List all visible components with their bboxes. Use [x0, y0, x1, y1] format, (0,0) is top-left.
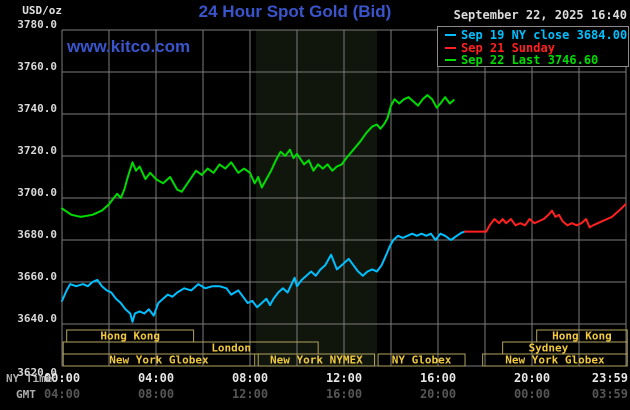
- ny-time-row-caption: NY Time: [6, 372, 53, 385]
- series-sep-19: [61, 230, 466, 323]
- y-tick-label: 3760.0: [17, 60, 57, 73]
- session-label: New York NYMEX: [270, 354, 363, 367]
- session-label: New York Globex: [109, 354, 209, 367]
- session-label: NY Globex: [392, 354, 452, 367]
- x-tick-gmt: 20:00: [419, 387, 457, 401]
- legend: Sep 19 NY close 3684.00 Sep 21 Sunday Sep …: [437, 26, 629, 67]
- legend-dash-icon: [445, 34, 456, 37]
- session-box: [257, 353, 376, 367]
- legend-item: Sep 22 Last 3746.60: [445, 53, 628, 68]
- legend-dash-icon: [445, 46, 456, 49]
- session-box: [62, 353, 256, 367]
- session-box: [377, 353, 466, 367]
- x-tick-gmt: 12:00: [231, 387, 269, 401]
- y-tick-label: 3640.0: [17, 312, 57, 325]
- x-tick-gmt: 00:00: [513, 387, 551, 401]
- x-tick-gmt: 04:00: [43, 387, 81, 401]
- y-axis-unit-label: USD/oz: [22, 4, 62, 17]
- legend-label: Sep 21 Sunday: [461, 40, 555, 55]
- y-tick-label: 3740.0: [17, 102, 57, 115]
- y-tick-label: 3680.0: [17, 228, 57, 241]
- session-label: Hong Kong: [552, 330, 612, 343]
- legend-dash-icon: [445, 59, 456, 62]
- kitco-watermark-link[interactable]: www.kitco.com: [67, 37, 191, 56]
- legend-label: Sep 22 Last 3746.60: [461, 53, 599, 68]
- session-label: Hong Kong: [100, 330, 160, 343]
- x-tick-ny-time: 00:00: [43, 371, 81, 385]
- y-tick-label: 3720.0: [17, 144, 57, 157]
- session-label: Sydney: [529, 342, 569, 355]
- series-sep-21: [464, 203, 627, 233]
- x-tick-ny-time: 08:00: [231, 371, 269, 385]
- x-tick-ny-time: 23:59: [591, 371, 628, 385]
- x-tick-ny-time: 20:00: [513, 371, 551, 385]
- x-tick-gmt: 16:00: [325, 387, 363, 401]
- series-sep-22: [61, 94, 455, 218]
- y-tick-label: 3780.0: [17, 18, 57, 31]
- x-tick-ny-time: 12:00: [325, 371, 363, 385]
- y-tick-label: 3660.0: [17, 270, 57, 283]
- legend-item: Sep 21 Sunday: [445, 40, 628, 55]
- x-tick-gmt: 08:00: [137, 387, 175, 401]
- legend-label: Sep 19 NY close 3684.00: [461, 28, 628, 43]
- session-label: London: [211, 342, 251, 355]
- y-tick-label: 3620.0: [17, 366, 57, 379]
- timestamp: September 22, 2025 16:40: [453, 8, 627, 22]
- session-label: New York Globex: [505, 354, 605, 367]
- session-box: [482, 353, 628, 367]
- x-tick-gmt: 03:59: [591, 387, 628, 401]
- gmt-row-caption: GMT: [16, 388, 36, 401]
- x-tick-ny-time: 04:00: [137, 371, 175, 385]
- legend-item: Sep 19 NY close 3684.00: [445, 28, 628, 43]
- y-tick-label: 3700.0: [17, 186, 57, 199]
- page-title: 24 Hour Spot Gold (Bid): [198, 2, 392, 21]
- x-tick-ny-time: 16:00: [419, 371, 457, 385]
